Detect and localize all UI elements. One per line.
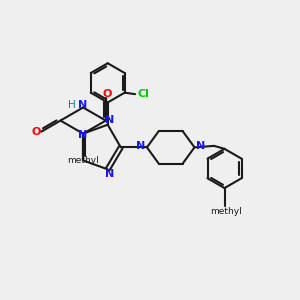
Text: N: N [79,100,88,110]
Text: O: O [31,127,40,137]
Text: methyl: methyl [210,207,242,216]
Text: H: H [68,100,76,110]
Text: N: N [79,130,88,140]
Text: N: N [105,169,114,179]
Text: N: N [196,141,206,151]
Text: O: O [103,89,112,99]
Text: methyl: methyl [67,156,99,165]
Text: N: N [105,115,114,125]
Text: N: N [136,141,145,151]
Text: Cl: Cl [137,89,149,99]
